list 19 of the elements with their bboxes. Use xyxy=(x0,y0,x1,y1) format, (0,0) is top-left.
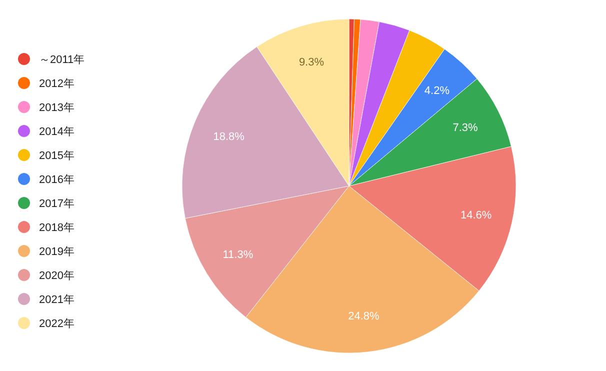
legend-label: 2015年 xyxy=(39,150,74,162)
legend-label: ～2011年 xyxy=(39,54,85,66)
data-label: 4.2% xyxy=(424,84,450,97)
data-label: 14.6% xyxy=(460,209,492,222)
legend-label: 2016年 xyxy=(39,174,74,186)
data-label: 24.8% xyxy=(348,310,380,322)
data-label: 7.3% xyxy=(452,122,478,134)
legend-label: 2013年 xyxy=(39,102,74,114)
legend-label: 2020年 xyxy=(39,270,74,282)
legend-label: 2017年 xyxy=(39,198,74,210)
legend-label: 2018年 xyxy=(39,222,74,234)
legend-label: 2014年 xyxy=(39,126,74,138)
legend-label: 2019年 xyxy=(39,246,74,258)
legend-label: 2022年 xyxy=(39,318,74,330)
data-label: 11.3% xyxy=(222,249,254,262)
legend-label: 2012年 xyxy=(39,78,74,90)
data-label: 18.8% xyxy=(213,130,245,143)
legend-label: 2021年 xyxy=(39,294,74,306)
data-label: 9.3% xyxy=(298,56,324,68)
